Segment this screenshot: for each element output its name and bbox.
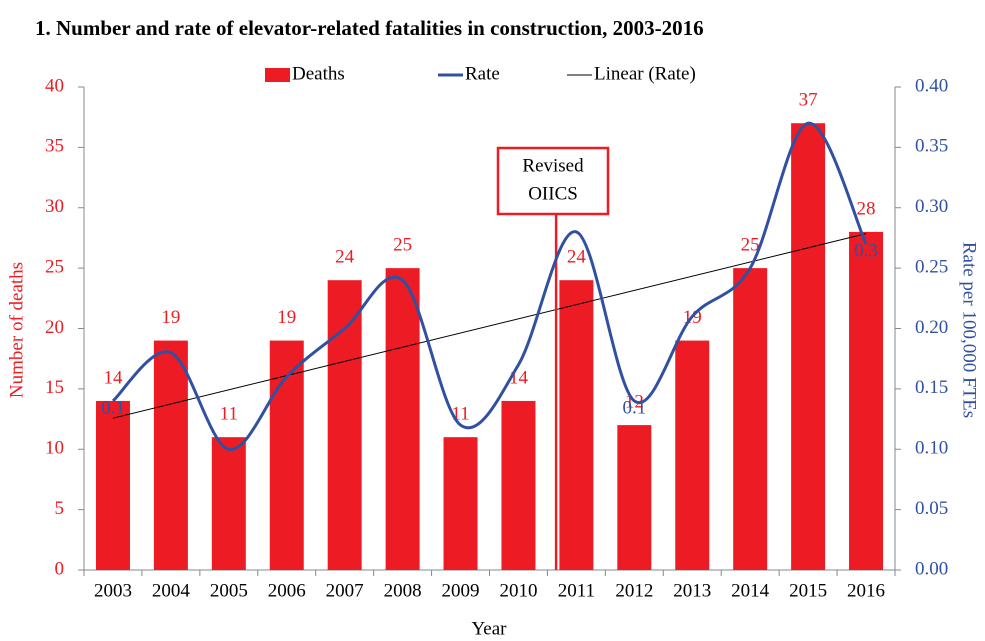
bar	[153, 340, 188, 570]
y-tick-label: 40	[45, 75, 64, 96]
y2-tick-label: 0.30	[915, 196, 948, 217]
bar-label: 19	[161, 307, 180, 328]
x-tick-label: 2005	[210, 580, 248, 601]
annotation-box	[496, 146, 610, 216]
x-tick-label: 2003	[94, 580, 132, 601]
x-tick-label: 2013	[673, 580, 711, 601]
y-tick-label: 35	[45, 136, 64, 157]
y-tick-label: 10	[45, 438, 64, 459]
bar-label: 24	[567, 247, 587, 268]
bar	[327, 280, 362, 570]
bar-label: 25	[741, 234, 760, 255]
legend-label: Deaths	[292, 63, 345, 84]
y2-tick-label: 0.40	[915, 75, 948, 96]
x-tick-label: 2004	[152, 580, 191, 601]
bar	[501, 400, 536, 570]
bar	[443, 437, 478, 570]
x-tick-label: 2007	[326, 580, 364, 601]
bar	[791, 123, 826, 570]
bar-label: 14	[103, 367, 123, 388]
y2-tick-label: 0.10	[915, 438, 948, 459]
rate-label: 0.1	[101, 397, 125, 418]
y2-tick-label: 0.20	[915, 317, 948, 338]
legend-label: Rate	[465, 63, 500, 84]
x-tick-label: 2008	[384, 580, 422, 601]
bar-label: 28	[857, 198, 876, 219]
y-axis-title: Number of deaths	[6, 262, 27, 398]
y-tick-label: 25	[45, 256, 64, 277]
y2-tick-label: 0.35	[915, 136, 948, 157]
bar	[733, 268, 768, 570]
bar	[559, 280, 594, 570]
chart-title: 1. Number and rate of elevator-related f…	[35, 16, 704, 40]
x-tick-label: 2016	[847, 580, 885, 601]
rate-label: 0.1	[622, 397, 646, 418]
x-tick-label: 2010	[499, 580, 537, 601]
bar	[385, 268, 420, 570]
rate-line	[111, 121, 868, 451]
y-tick-label: 5	[55, 498, 65, 519]
y2-tick-label: 0.00	[915, 558, 948, 579]
y-tick-label: 15	[45, 377, 64, 398]
y2-tick-label: 0.05	[915, 498, 948, 519]
y2-tick-label: 0.25	[915, 256, 948, 277]
bar	[675, 340, 710, 570]
legend-label: Linear (Rate)	[594, 63, 696, 84]
annotation-text: OIICS	[528, 183, 578, 204]
bar	[617, 425, 652, 570]
bar-label: 37	[799, 90, 818, 111]
annotation-text: Revised	[522, 155, 584, 176]
bar-label: 19	[277, 307, 296, 328]
y-tick-label: 0	[55, 558, 65, 579]
y2-tick-label: 0.15	[915, 377, 948, 398]
bar	[95, 400, 130, 570]
bar-label: 24	[335, 247, 355, 268]
y-tick-label: 30	[45, 196, 64, 217]
x-tick-label: 2015	[789, 580, 827, 601]
legend-swatch	[265, 68, 290, 82]
x-tick-label: 2014	[731, 580, 770, 601]
rate-label: 0.3	[854, 240, 878, 261]
bar	[211, 437, 246, 570]
trendline	[112, 233, 867, 419]
bar-label: 11	[220, 404, 238, 425]
x-tick-label: 2009	[442, 580, 480, 601]
x-axis-title: Year	[471, 618, 507, 639]
x-tick-label: 2006	[268, 580, 306, 601]
bar	[849, 231, 884, 570]
x-tick-label: 2011	[558, 580, 595, 601]
y-tick-label: 20	[45, 317, 64, 338]
bar-label: 25	[393, 234, 412, 255]
y2-axis-title: Rate per 100,000 FTEs	[959, 242, 980, 418]
x-tick-label: 2012	[615, 580, 653, 601]
